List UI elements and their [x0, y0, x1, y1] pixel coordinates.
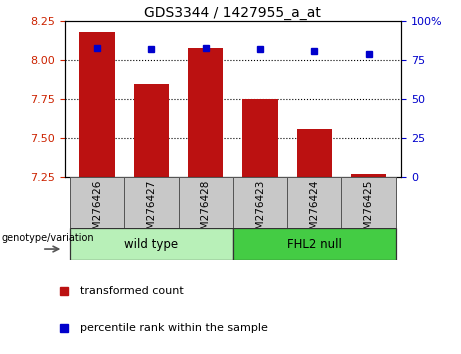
Text: genotype/variation: genotype/variation — [1, 233, 94, 243]
Bar — [79, 32, 115, 177]
Bar — [287, 177, 341, 228]
Bar — [242, 99, 278, 177]
Bar — [341, 177, 396, 228]
Text: GSM276425: GSM276425 — [364, 179, 373, 243]
Text: GSM276424: GSM276424 — [309, 179, 319, 243]
Title: GDS3344 / 1427955_a_at: GDS3344 / 1427955_a_at — [144, 6, 321, 20]
Bar — [233, 228, 396, 260]
Bar — [233, 177, 287, 228]
Text: GSM276423: GSM276423 — [255, 179, 265, 243]
Text: GSM276427: GSM276427 — [147, 179, 156, 243]
Text: transformed count: transformed count — [80, 286, 183, 296]
Text: GSM276428: GSM276428 — [201, 179, 211, 243]
Bar — [188, 48, 223, 177]
Text: percentile rank within the sample: percentile rank within the sample — [80, 323, 268, 333]
Bar — [351, 174, 386, 177]
Bar — [124, 177, 178, 228]
Text: FHL2 null: FHL2 null — [287, 238, 342, 251]
Bar — [134, 84, 169, 177]
Bar — [70, 177, 124, 228]
Text: GSM276426: GSM276426 — [92, 179, 102, 243]
Text: wild type: wild type — [124, 238, 178, 251]
Bar — [178, 177, 233, 228]
Bar — [296, 129, 332, 177]
Bar — [70, 228, 233, 260]
